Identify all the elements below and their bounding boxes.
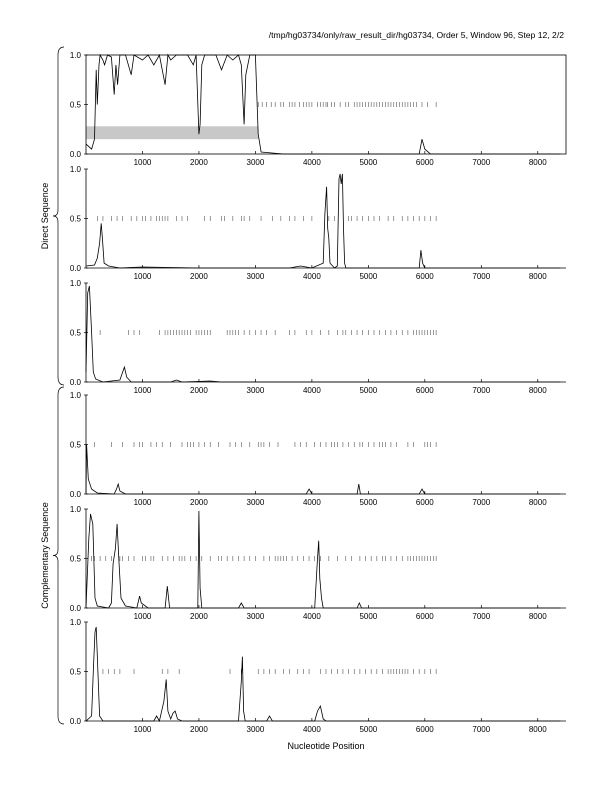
y-tick-label: 0.0 bbox=[70, 150, 82, 159]
y-tick-label: 1.0 bbox=[70, 279, 82, 288]
chart-panels: 0.0 0.5 1.0 1000 2000 3000 4000 5000 6000 7000 800… bbox=[70, 51, 567, 734]
y-tick-label: 0.0 bbox=[70, 604, 82, 613]
x-tick-label: 4000 bbox=[303, 725, 321, 734]
x-tick-label: 2000 bbox=[190, 498, 208, 507]
x-tick-label: 2000 bbox=[190, 612, 208, 621]
series-line bbox=[85, 53, 561, 155]
x-tick-label: 3000 bbox=[247, 612, 265, 621]
panel-3: 0.0 0.5 1.0 1000 2000 3000 4000 5000 6000 7000 800… bbox=[70, 279, 566, 395]
x-tick-label: 7000 bbox=[472, 498, 490, 507]
x-tick-label: 4000 bbox=[303, 612, 321, 621]
x-tick-label: 6000 bbox=[416, 612, 434, 621]
x-tick-label: 3000 bbox=[247, 272, 265, 281]
x-tick-label: 6000 bbox=[416, 272, 434, 281]
x-axis-label: Nucleotide Position bbox=[287, 741, 364, 751]
x-tick-label: 6000 bbox=[416, 158, 434, 167]
series-line bbox=[85, 285, 561, 383]
x-tick-label: 2000 bbox=[190, 272, 208, 281]
group-brace bbox=[52, 386, 65, 725]
x-tick-label: 1000 bbox=[134, 386, 152, 395]
x-tick-label: 4000 bbox=[303, 498, 321, 507]
y-tick-label: 0.5 bbox=[70, 329, 82, 338]
y-tick-label: 1.0 bbox=[70, 505, 82, 514]
y-tick-label: 0.0 bbox=[70, 378, 82, 387]
x-tick-label: 6000 bbox=[416, 386, 434, 395]
series-line bbox=[85, 626, 561, 723]
panel-1: 0.0 0.5 1.0 1000 2000 3000 4000 5000 6000 7000 800… bbox=[70, 51, 567, 167]
x-tick-label: 8000 bbox=[529, 158, 547, 167]
x-tick-label: 3000 bbox=[247, 725, 265, 734]
y-tick-label: 0.5 bbox=[70, 101, 82, 110]
x-tick-label: 6000 bbox=[416, 725, 434, 734]
x-tick-label: 6000 bbox=[416, 498, 434, 507]
x-tick-label: 3000 bbox=[247, 498, 265, 507]
x-tick-label: 1000 bbox=[134, 612, 152, 621]
x-tick-label: 2000 bbox=[190, 386, 208, 395]
x-tick-label: 4000 bbox=[303, 272, 321, 281]
y-tick-label: 0.0 bbox=[70, 717, 82, 726]
x-tick-label: 4000 bbox=[303, 158, 321, 167]
panel-2: 0.0 0.5 1.0 1000 2000 3000 4000 5000 6000 7000 800… bbox=[70, 165, 566, 281]
y-tick-label: 1.0 bbox=[70, 618, 82, 627]
y-tick-label: 0.5 bbox=[70, 215, 82, 224]
panel-4: 0.0 0.5 1.0 1000 2000 3000 4000 5000 6000 7000 800… bbox=[70, 391, 566, 507]
x-tick-label: 7000 bbox=[472, 612, 490, 621]
x-tick-label: 1000 bbox=[134, 272, 152, 281]
x-tick-label: 7000 bbox=[472, 725, 490, 734]
y-tick-label: 1.0 bbox=[70, 51, 82, 60]
y-tick-label: 0.5 bbox=[70, 668, 82, 677]
group-label: Direct Sequence bbox=[40, 183, 50, 250]
x-tick-label: 7000 bbox=[472, 386, 490, 395]
y-tick-label: 0.5 bbox=[70, 441, 82, 450]
x-tick-label: 2000 bbox=[190, 158, 208, 167]
x-tick-label: 1000 bbox=[134, 498, 152, 507]
x-tick-label: 5000 bbox=[359, 498, 377, 507]
x-tick-label: 3000 bbox=[247, 158, 265, 167]
panel-5: 0.0 0.5 1.0 1000 2000 3000 4000 5000 6000 7000 800… bbox=[70, 505, 566, 621]
series-line bbox=[85, 444, 561, 495]
x-tick-label: 5000 bbox=[359, 386, 377, 395]
x-tick-label: 8000 bbox=[529, 498, 547, 507]
x-tick-label: 8000 bbox=[529, 725, 547, 734]
x-tick-label: 7000 bbox=[472, 158, 490, 167]
y-tick-label: 0.0 bbox=[70, 264, 82, 273]
y-tick-label: 0.0 bbox=[70, 490, 82, 499]
y-tick-label: 1.0 bbox=[70, 391, 82, 400]
x-tick-label: 5000 bbox=[359, 158, 377, 167]
x-tick-label: 1000 bbox=[134, 158, 152, 167]
y-tick-label: 0.5 bbox=[70, 555, 82, 564]
x-tick-label: 5000 bbox=[359, 725, 377, 734]
x-tick-label: 8000 bbox=[529, 386, 547, 395]
x-tick-label: 2000 bbox=[190, 725, 208, 734]
series-line bbox=[85, 510, 561, 609]
group-label: Complementary Sequence bbox=[40, 502, 50, 609]
x-tick-label: 3000 bbox=[247, 386, 265, 395]
group-labels: Direct Sequence Complementary Sequence bbox=[40, 46, 65, 725]
panel-6: 0.0 0.5 1.0 1000 2000 3000 4000 5000 6000 7000 800… bbox=[70, 618, 566, 734]
x-tick-label: 1000 bbox=[134, 725, 152, 734]
chart-title: /tmp/hg03734/only/raw_result_dir/hg03734… bbox=[269, 30, 564, 40]
x-tick-label: 5000 bbox=[359, 272, 377, 281]
shaded-region bbox=[86, 126, 259, 140]
x-tick-label: 7000 bbox=[472, 272, 490, 281]
x-tick-label: 8000 bbox=[529, 272, 547, 281]
x-tick-label: 4000 bbox=[303, 386, 321, 395]
y-tick-label: 1.0 bbox=[70, 165, 82, 174]
x-tick-label: 5000 bbox=[359, 612, 377, 621]
x-tick-label: 8000 bbox=[529, 612, 547, 621]
group-brace bbox=[52, 46, 65, 386]
series-line bbox=[85, 173, 561, 269]
